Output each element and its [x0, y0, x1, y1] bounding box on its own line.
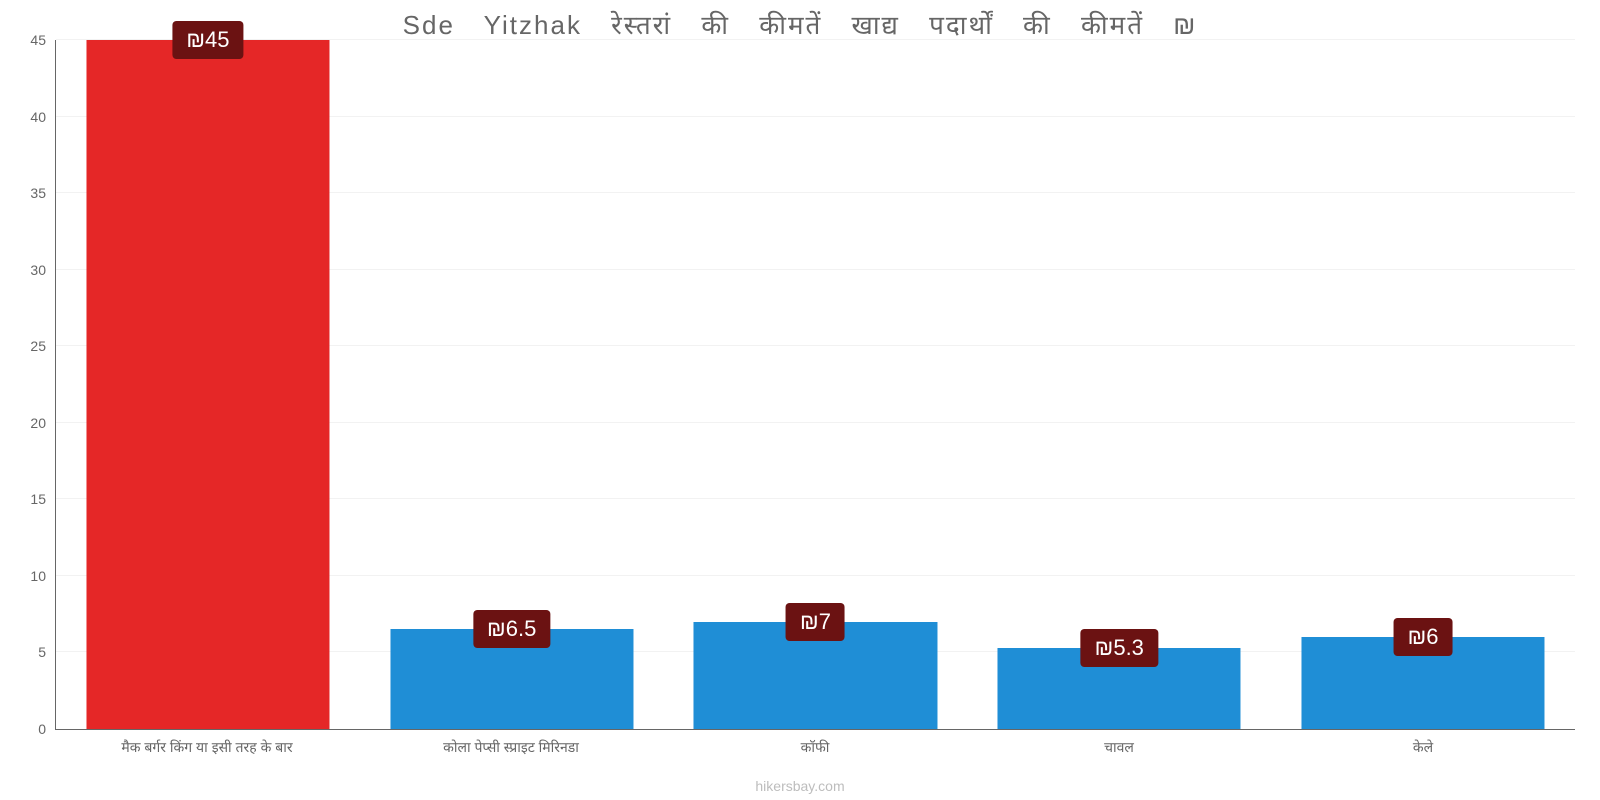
bar-slot: ₪6 [1271, 40, 1575, 729]
y-tick-label: 25 [30, 338, 46, 354]
x-axis-labels: मैक बर्गर किंग या इसी तरह के बारकोला पेप… [55, 730, 1575, 757]
bar-slot: ₪7 [664, 40, 968, 729]
value-badge: ₪5.3 [1081, 629, 1158, 667]
y-tick-label: 30 [30, 262, 46, 278]
y-tick-label: 45 [30, 32, 46, 48]
y-tick-label: 40 [30, 109, 46, 125]
bar-slot: ₪6.5 [360, 40, 664, 729]
y-tick-label: 0 [38, 721, 46, 737]
bar-slot: ₪5.3 [967, 40, 1271, 729]
y-tick-label: 35 [30, 185, 46, 201]
attribution-text: hikersbay.com [0, 778, 1600, 794]
x-tick-label: केले [1271, 730, 1575, 757]
value-badge: ₪45 [172, 21, 243, 59]
y-tick-label: 20 [30, 415, 46, 431]
y-tick-label: 15 [30, 491, 46, 507]
value-badge: ₪6.5 [473, 610, 550, 648]
y-tick-label: 10 [30, 568, 46, 584]
x-tick-label: चावल [967, 730, 1271, 757]
bar-slot: ₪45 [56, 40, 360, 729]
plot-area: 051015202530354045 ₪45₪6.5₪7₪5.3₪6 [55, 40, 1575, 730]
bars-container: ₪45 ₪6.5 ₪7 ₪5.3 ₪6 [56, 40, 1575, 729]
value-badge: ₪7 [786, 603, 845, 641]
bar [86, 40, 329, 729]
x-tick-label: मैक बर्गर किंग या इसी तरह के बार [55, 730, 359, 757]
price-bar-chart: Sde Yitzhak रेस्तरां की कीमतें खाद्य पदा… [0, 0, 1600, 800]
x-tick-label: कॉफी [663, 730, 967, 757]
y-tick-label: 5 [38, 644, 46, 660]
x-tick-label: कोला पेप्सी स्प्राइट मिरिनडा [359, 730, 663, 757]
value-badge: ₪6 [1394, 618, 1453, 656]
